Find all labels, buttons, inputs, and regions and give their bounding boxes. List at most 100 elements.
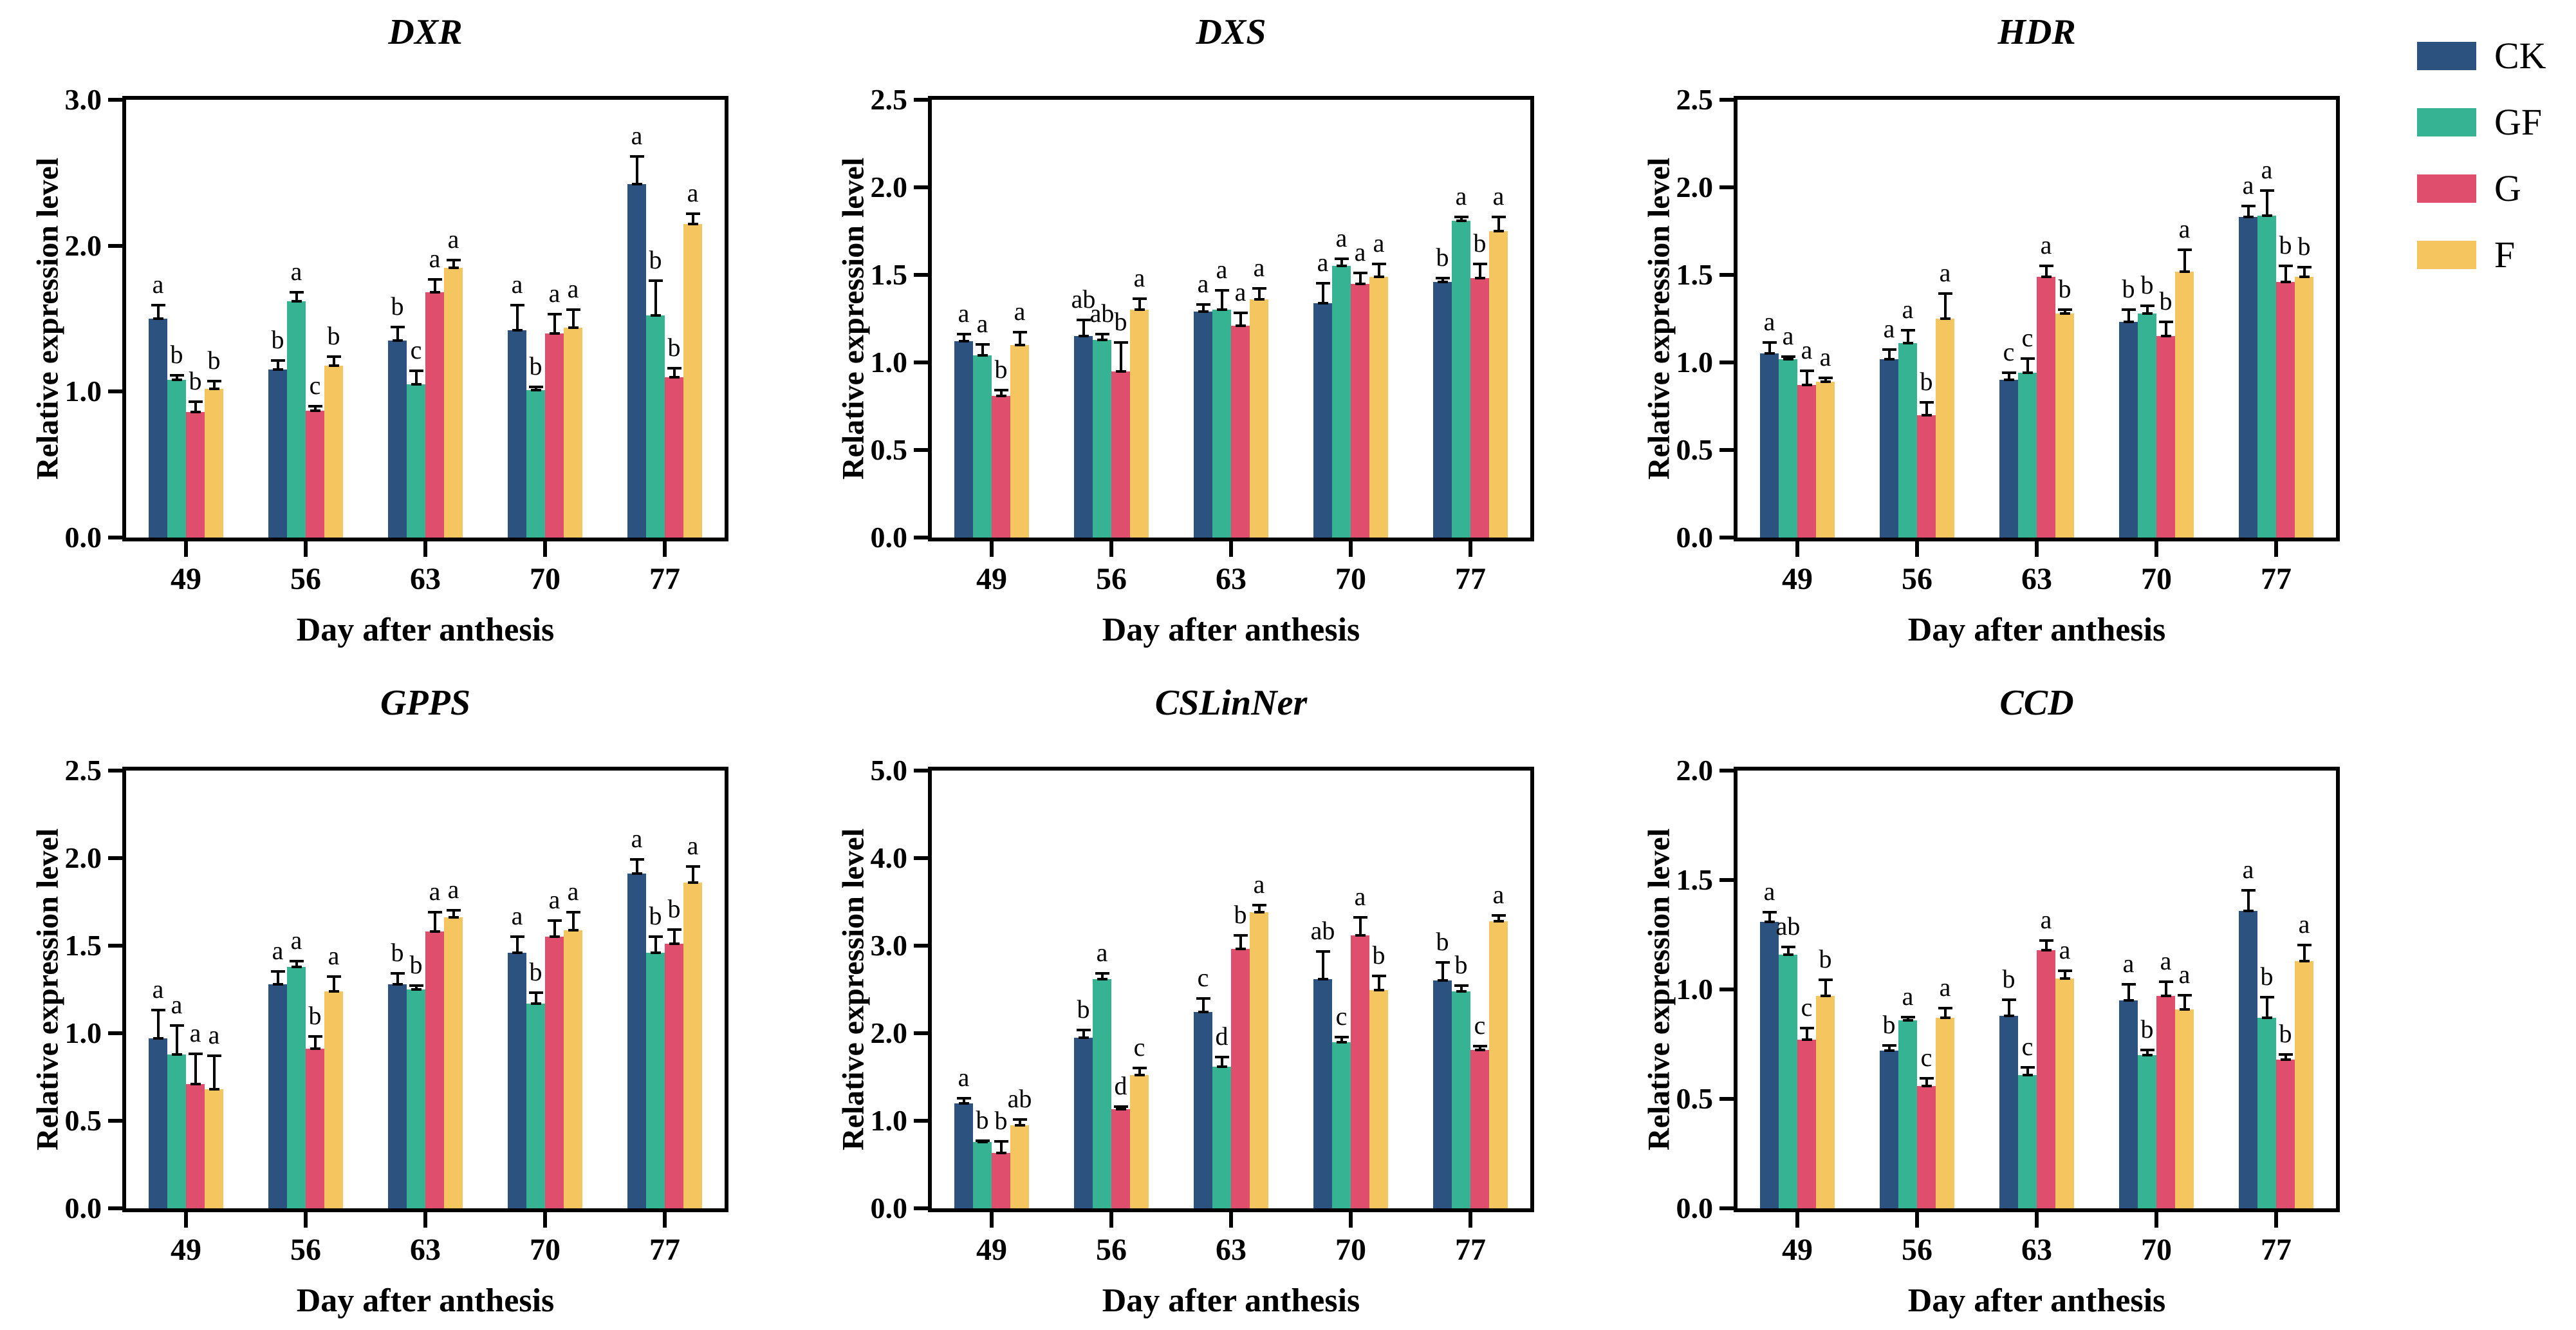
y-tick-label: 1.5 <box>64 929 102 962</box>
bar-G-49 <box>186 1083 205 1208</box>
error-bar-foot <box>2160 995 2171 998</box>
error-bar-cap <box>1435 961 1450 964</box>
error-bar-foot <box>2179 1007 2190 1011</box>
error-bar-foot <box>171 1053 182 1056</box>
error-bar-stem <box>2063 969 2066 979</box>
error-bar-stem <box>1220 288 1223 310</box>
bar-F-49 <box>205 1089 223 1208</box>
bar-CK-70 <box>508 330 526 538</box>
significance-letter: a <box>1373 228 1385 258</box>
significance-letter: b <box>2279 1018 2292 1048</box>
bar-CK-49 <box>954 1103 973 1208</box>
error-bar-cap <box>1132 1066 1147 1069</box>
error-bar-cap <box>547 919 562 923</box>
bar-F-77 <box>2295 960 2313 1208</box>
error-bar-stem <box>2247 888 2250 911</box>
error-bar-cap <box>289 290 304 294</box>
error-bar-stem <box>1082 319 1085 337</box>
error-bar-cap <box>975 1139 990 1142</box>
error-bar-foot <box>1493 230 1504 232</box>
error-bar-stem <box>2303 266 2306 277</box>
bar-G-70 <box>545 937 564 1208</box>
error-bar-foot <box>190 411 201 414</box>
error-bar-cap <box>1435 276 1450 279</box>
significance-letter: a <box>1492 181 1505 211</box>
significance-letter: a <box>189 1018 201 1047</box>
bar-F-56 <box>1130 1075 1149 1208</box>
error-bar-foot <box>1235 948 1246 951</box>
significance-letter: b <box>994 354 1008 384</box>
error-bar-stem <box>553 312 556 333</box>
error-bar-cap <box>1472 262 1487 265</box>
error-bar-cap <box>1233 312 1248 315</box>
x-tick-mark <box>663 1212 667 1228</box>
y-tick-mark <box>1719 1097 1734 1101</box>
error-bar-foot <box>958 340 969 343</box>
significance-letter: b <box>271 325 284 355</box>
error-bar-stem <box>1220 1056 1223 1067</box>
error-bar-cap <box>446 259 461 262</box>
error-bar-cap <box>1233 934 1248 937</box>
x-tick-label: 70 <box>2141 1233 2172 1267</box>
error-bar-foot <box>272 368 283 371</box>
significance-letter: a <box>429 876 441 906</box>
error-bar-stem <box>452 908 455 918</box>
significance-letter: a <box>511 901 523 930</box>
error-bar-foot <box>1801 384 1812 387</box>
bar-F-70 <box>564 930 582 1208</box>
significance-letter: a <box>1216 254 1228 284</box>
error-bar-stem <box>1441 276 1444 282</box>
error-bar-foot <box>291 965 302 968</box>
significance-letter: b <box>170 340 183 370</box>
significance-letter: a <box>171 990 183 1020</box>
legend-entry-g: G <box>2417 170 2521 207</box>
y-tick-mark <box>914 536 928 539</box>
significance-letter: ab <box>1071 285 1096 314</box>
chart-title: CSLinNer <box>1154 683 1308 723</box>
error-bar-foot <box>2041 948 2052 951</box>
significance-letter: a <box>429 243 441 273</box>
x-tick-mark <box>2154 541 2158 557</box>
bar-CK-56 <box>1880 1051 1898 1208</box>
y-tick-mark <box>108 536 122 539</box>
x-tick-mark <box>543 1212 547 1228</box>
error-bar-cap <box>207 1054 221 1057</box>
significance-letter: a <box>1234 277 1246 307</box>
bar-GF-77 <box>2257 215 2276 538</box>
y-tick-mark <box>108 243 122 248</box>
bar-G-70 <box>545 333 564 538</box>
error-bar-cap <box>2020 1066 2035 1069</box>
bar-CK-77 <box>2239 217 2257 538</box>
error-bar-cap <box>2039 939 2053 942</box>
bar-G-63 <box>425 932 444 1208</box>
error-bar-foot <box>996 1152 1006 1155</box>
error-bar-foot <box>512 329 523 332</box>
error-bar-cap <box>2297 943 2312 946</box>
x-tick-mark <box>2035 1212 2039 1228</box>
significance-letter: ab <box>1775 912 1801 941</box>
error-bar-cap <box>289 959 304 962</box>
error-bar-cap <box>2177 248 2192 252</box>
significance-letter: b <box>976 1105 989 1134</box>
y-tick-mark <box>108 944 122 948</box>
error-bar-foot <box>1317 301 1328 304</box>
bar-GF-63 <box>2018 1074 2037 1208</box>
y-tick-label: 0.0 <box>870 1192 908 1224</box>
significance-letter: b <box>649 901 662 930</box>
error-bar-stem <box>1906 329 1909 344</box>
significance-letter: a <box>1096 937 1108 967</box>
error-bar-cap <box>528 991 543 994</box>
x-tick-mark <box>1109 1212 1113 1228</box>
x-tick-mark <box>1229 1212 1233 1228</box>
error-bar-stem <box>1805 369 1808 386</box>
error-bar-stem <box>1497 215 1500 231</box>
error-bar-stem <box>414 370 418 384</box>
significance-letter: b <box>1454 950 1468 979</box>
error-bar-cap <box>2140 1048 2154 1051</box>
error-bar-foot <box>1902 1018 1913 1022</box>
significance-letter: c <box>309 370 321 400</box>
error-bar-stem <box>1119 341 1122 371</box>
